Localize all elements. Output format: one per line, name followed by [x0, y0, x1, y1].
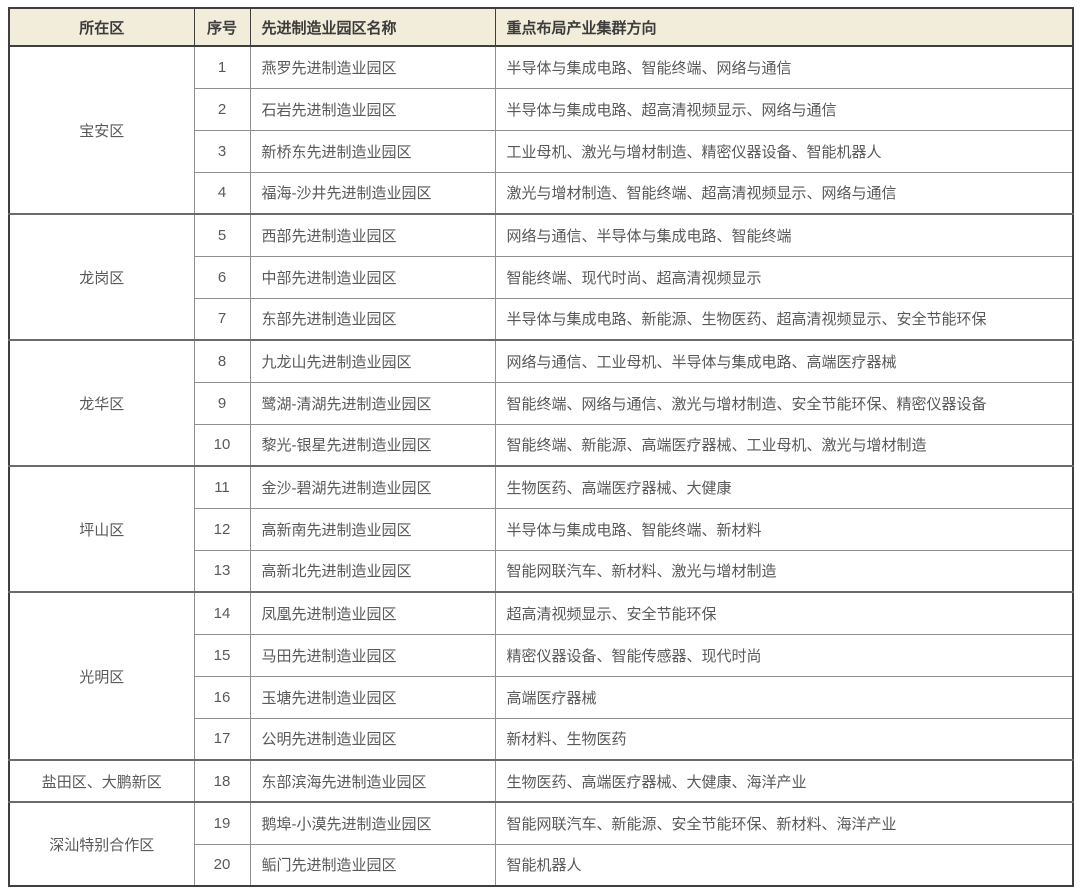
park-name-cell: 鲘门先进制造业园区: [249, 843, 496, 887]
row-number-cell: 2: [193, 87, 251, 131]
table-row: 10 黎光-银星先进制造业园区 智能终端、新能源、高端医疗器械、工业母机、激光与增材…: [9, 423, 1074, 467]
row-number-cell: 1: [193, 45, 251, 89]
header-row: 所在区 序号 先进制造业园区名称 重点布局产业集群方向: [8, 7, 1074, 47]
row-number-cell: 8: [193, 339, 251, 383]
park-name-cell: 黎光-银星先进制造业园区: [249, 423, 496, 467]
industry-cluster-cell: 半导体与集成电路、超高清视频显示、网络与通信: [494, 87, 1074, 131]
park-name-cell: 凤凰先进制造业园区: [249, 591, 496, 635]
industry-cluster-cell: 精密仪器设备、智能传感器、现代时尚: [494, 633, 1074, 677]
row-number-cell: 7: [193, 297, 251, 341]
park-name-cell: 马田先进制造业园区: [249, 633, 496, 677]
table-row: 13 高新北先进制造业园区 智能网联汽车、新材料、激光与增材制造: [9, 549, 1074, 593]
row-number-cell: 18: [193, 759, 251, 803]
industry-cluster-cell: 生物医药、高端医疗器械、大健康、海洋产业: [494, 759, 1074, 803]
park-name-cell: 高新北先进制造业园区: [249, 549, 496, 593]
row-number-cell: 15: [193, 633, 251, 677]
park-name-cell: 高新南先进制造业园区: [249, 507, 496, 551]
industry-cluster-cell: 激光与增材制造、智能终端、超高清视频显示、网络与通信: [494, 171, 1074, 215]
industry-cluster-cell: 智能终端、现代时尚、超高清视频显示: [494, 255, 1074, 299]
industry-cluster-cell: 智能机器人: [494, 843, 1074, 887]
park-name-cell: 东部滨海先进制造业园区: [249, 759, 496, 803]
table-row: 深汕特别合作区 19 鹅埠-小漠先进制造业园区 智能网联汽车、新能源、安全节能环保、新…: [8, 801, 1074, 887]
park-name-cell: 石岩先进制造业园区: [249, 87, 496, 131]
table-row: 宝安区 1 燕罗先进制造业园区 半导体与集成电路、智能终端、网络与通信: [8, 45, 1074, 215]
row-number-cell: 5: [193, 213, 251, 257]
industry-cluster-cell: 智能终端、新能源、高端医疗器械、工业母机、激光与增材制造: [494, 423, 1074, 467]
industry-cluster-cell: 超高清视频显示、安全节能环保: [494, 591, 1074, 635]
industry-cluster-cell: 智能网联汽车、新能源、安全节能环保、新材料、海洋产业: [494, 801, 1074, 845]
table-row: 17 公明先进制造业园区 新材料、生物医药: [9, 717, 1074, 761]
header-park: 先进制造业园区名称: [249, 7, 496, 47]
district-cell: 宝安区: [8, 45, 195, 215]
park-name-cell: 九龙山先进制造业园区: [249, 339, 496, 383]
parks-table: 所在区 序号 先进制造业园区名称 重点布局产业集群方向 宝安区 1 燕罗先进制造业园…: [8, 7, 1074, 887]
row-number-cell: 3: [193, 129, 251, 173]
park-name-cell: 福海-沙井先进制造业园区: [249, 171, 496, 215]
park-name-cell: 玉塘先进制造业园区: [249, 675, 496, 719]
district-cell: 坪山区: [8, 465, 195, 593]
table-row: 坪山区 11 金沙-碧湖先进制造业园区 生物医药、高端医疗器械、大健康: [8, 465, 1074, 593]
table-body: 宝安区 1 燕罗先进制造业园区 半导体与集成电路、智能终端、网络与通信 2 石岩先进制造业…: [8, 45, 1074, 887]
park-name-cell: 鹅埠-小漠先进制造业园区: [249, 801, 496, 845]
table-row: 6 中部先进制造业园区 智能终端、现代时尚、超高清视频显示: [9, 255, 1074, 299]
table-row: 光明区 14 凤凰先进制造业园区 超高清视频显示、安全节能环保: [8, 591, 1074, 761]
table-row: 龙华区 8 九龙山先进制造业园区 网络与通信、工业母机、半导体与集成电路、高端医疗器械: [8, 339, 1074, 467]
row-number-cell: 19: [193, 801, 251, 845]
row-number-cell: 13: [193, 549, 251, 593]
row-number-cell: 16: [193, 675, 251, 719]
header-no: 序号: [193, 7, 251, 47]
table-row: 4 福海-沙井先进制造业园区 激光与增材制造、智能终端、超高清视频显示、网络与通信: [9, 171, 1074, 215]
industry-cluster-cell: 新材料、生物医药: [494, 717, 1074, 761]
industry-cluster-cell: 半导体与集成电路、新能源、生物医药、超高清视频显示、安全节能环保: [494, 297, 1074, 341]
row-number-cell: 11: [193, 465, 251, 509]
table-row: 20 鲘门先进制造业园区 智能机器人: [9, 843, 1074, 887]
table-row: 12 高新南先进制造业园区 半导体与集成电路、智能终端、新材料: [9, 507, 1074, 551]
park-name-cell: 中部先进制造业园区: [249, 255, 496, 299]
header-industry: 重点布局产业集群方向: [494, 7, 1074, 47]
row-number-cell: 12: [193, 507, 251, 551]
district-cell: 深汕特别合作区: [8, 801, 195, 887]
park-name-cell: 金沙-碧湖先进制造业园区: [249, 465, 496, 509]
table-row: 龙岗区 5 西部先进制造业园区 网络与通信、半导体与集成电路、智能终端: [8, 213, 1074, 341]
district-cell: 盐田区、大鹏新区: [8, 759, 195, 803]
industry-cluster-cell: 生物医药、高端医疗器械、大健康: [494, 465, 1074, 509]
row-number-cell: 4: [193, 171, 251, 215]
district-cell: 龙岗区: [8, 213, 195, 341]
park-name-cell: 鹭湖-清湖先进制造业园区: [249, 381, 496, 425]
park-name-cell: 东部先进制造业园区: [249, 297, 496, 341]
industry-cluster-cell: 工业母机、激光与增材制造、精密仪器设备、智能机器人: [494, 129, 1074, 173]
industry-cluster-cell: 半导体与集成电路、智能终端、网络与通信: [494, 45, 1074, 89]
table-row: 16 玉塘先进制造业园区 高端医疗器械: [9, 675, 1074, 719]
table-row: 盐田区、大鹏新区 18 东部滨海先进制造业园区 生物医药、高端医疗器械、大健康、海洋产…: [8, 759, 1074, 803]
industry-cluster-cell: 半导体与集成电路、智能终端、新材料: [494, 507, 1074, 551]
district-cell: 龙华区: [8, 339, 195, 467]
row-number-cell: 20: [193, 843, 251, 887]
row-number-cell: 14: [193, 591, 251, 635]
table-row: 9 鹭湖-清湖先进制造业园区 智能终端、网络与通信、激光与增材制造、安全节能环保、精…: [9, 381, 1074, 425]
park-name-cell: 新桥东先进制造业园区: [249, 129, 496, 173]
table-row: 3 新桥东先进制造业园区 工业母机、激光与增材制造、精密仪器设备、智能机器人: [9, 129, 1074, 173]
row-number-cell: 6: [193, 255, 251, 299]
row-number-cell: 17: [193, 717, 251, 761]
header-district: 所在区: [8, 7, 195, 47]
park-name-cell: 燕罗先进制造业园区: [249, 45, 496, 89]
row-number-cell: 9: [193, 381, 251, 425]
row-number-cell: 10: [193, 423, 251, 467]
table-row: 2 石岩先进制造业园区 半导体与集成电路、超高清视频显示、网络与通信: [9, 87, 1074, 131]
park-name-cell: 公明先进制造业园区: [249, 717, 496, 761]
industry-cluster-cell: 智能终端、网络与通信、激光与增材制造、安全节能环保、精密仪器设备: [494, 381, 1074, 425]
district-cell: 光明区: [8, 591, 195, 761]
industry-cluster-cell: 网络与通信、工业母机、半导体与集成电路、高端医疗器械: [494, 339, 1074, 383]
industry-cluster-cell: 高端医疗器械: [494, 675, 1074, 719]
park-name-cell: 西部先进制造业园区: [249, 213, 496, 257]
industry-cluster-cell: 智能网联汽车、新材料、激光与增材制造: [494, 549, 1074, 593]
industry-cluster-cell: 网络与通信、半导体与集成电路、智能终端: [494, 213, 1074, 257]
